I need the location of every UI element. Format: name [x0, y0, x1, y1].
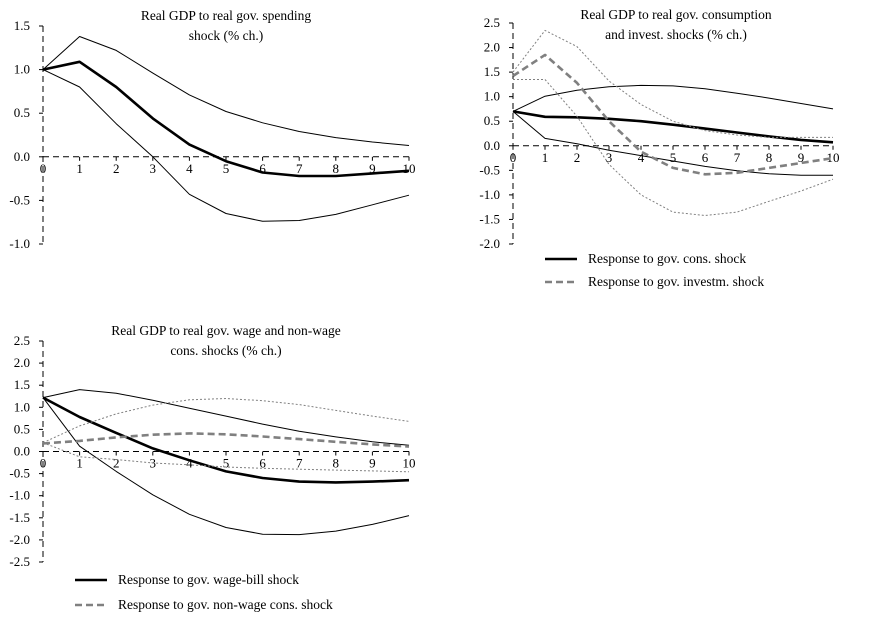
x-tick-label: 8 — [333, 161, 340, 176]
x-tick-label: 8 — [766, 150, 773, 165]
x-tick-label: 3 — [150, 161, 157, 176]
y-tick-label: -0.5 — [9, 466, 30, 481]
y-tick-label: -0.5 — [479, 162, 500, 177]
y-tick-label: 1.0 — [14, 62, 30, 77]
x-tick-label: 0 — [40, 161, 47, 176]
legend-label: Response to gov. investm. shock — [588, 274, 764, 289]
x-tick-label: 0 — [510, 150, 517, 165]
x-tick-label: 4 — [186, 161, 193, 176]
y-tick-label: 1.0 — [14, 399, 30, 414]
y-tick-label: 0.5 — [484, 113, 500, 128]
x-tick-label: 5 — [223, 161, 230, 176]
legend-label: Response to gov. wage-bill shock — [118, 572, 299, 587]
chart-title-line: cons. shocks (% ch.) — [170, 343, 281, 358]
confidence-band-line — [42, 36, 410, 146]
y-tick-label: 1.5 — [484, 64, 500, 79]
x-tick-label: 10 — [403, 161, 416, 176]
response-line — [512, 53, 834, 176]
y-tick-label: 0.0 — [14, 444, 30, 459]
confidence-band-line — [512, 84, 834, 112]
x-tick-label: 10 — [827, 150, 840, 165]
y-tick-label: 1.5 — [14, 18, 30, 33]
x-tick-label: 4 — [638, 150, 645, 165]
y-tick-label: 1.0 — [484, 89, 500, 104]
y-tick-label: -2.0 — [479, 236, 500, 251]
chart-title-line: shock (% ch.) — [189, 28, 264, 43]
x-tick-label: 0 — [40, 456, 47, 471]
response-line — [512, 110, 834, 144]
confidence-band-line — [512, 111, 833, 176]
x-tick-label: 9 — [798, 150, 805, 165]
confidence-band-line — [42, 389, 410, 446]
confidence-band-line — [42, 398, 410, 444]
x-tick-label: 1 — [542, 150, 549, 165]
y-tick-label: -1.0 — [9, 488, 30, 503]
y-tick-label: 2.0 — [14, 355, 30, 370]
y-tick-label: 0.0 — [484, 138, 500, 153]
confidence-band-line — [512, 29, 833, 138]
chart-panel-1: Real GDP to real gov. spending shock (% c… — [9, 8, 415, 251]
y-tick-label: -0.5 — [9, 192, 30, 207]
chart-title-line: Real GDP to real gov. consumption — [580, 7, 772, 22]
y-tick-label: -2.0 — [9, 532, 30, 547]
x-tick-label: 9 — [369, 161, 376, 176]
confidence-band-line — [42, 442, 410, 473]
y-tick-label: 1.5 — [14, 377, 30, 392]
response-line — [42, 396, 410, 484]
x-tick-label: 5 — [223, 456, 230, 471]
confidence-band-line — [42, 69, 410, 222]
y-tick-label: -1.0 — [479, 187, 500, 202]
x-tick-label: 1 — [76, 456, 83, 471]
chart-panel-3: Real GDP to real gov. wage and non-wage c… — [9, 323, 415, 612]
response-line — [42, 60, 410, 178]
chart-title-line: and invest. shocks (% ch.) — [605, 27, 747, 42]
y-tick-label: 2.5 — [14, 333, 30, 348]
x-tick-label: 3 — [606, 150, 613, 165]
y-tick-label: -2.5 — [9, 554, 30, 569]
confidence-band-line — [42, 397, 410, 536]
confidence-band-line — [513, 79, 834, 216]
y-tick-label: -1.5 — [9, 510, 30, 525]
x-tick-label: 8 — [333, 456, 340, 471]
x-tick-label: 10 — [403, 456, 416, 471]
x-tick-label: 7 — [734, 150, 741, 165]
y-tick-label: 0.5 — [14, 421, 30, 436]
response-line — [42, 432, 410, 448]
chart-panel-2: Real GDP to real gov. consumption and inv… — [479, 7, 839, 289]
x-tick-label: 1 — [76, 161, 83, 176]
x-tick-label: 9 — [369, 456, 376, 471]
x-tick-label: 6 — [259, 161, 266, 176]
x-tick-label: 7 — [296, 161, 303, 176]
x-tick-label: 2 — [113, 161, 120, 176]
legend-label: Response to gov. cons. shock — [588, 251, 746, 266]
y-tick-label: -1.5 — [479, 211, 500, 226]
chart-title-line: Real GDP to real gov. spending — [141, 8, 312, 23]
y-tick-label: -1.0 — [9, 236, 30, 251]
legend-label: Response to gov. non-wage cons. shock — [118, 597, 333, 612]
y-tick-label: 2.0 — [484, 40, 500, 55]
chart-title-line: Real GDP to real gov. wage and non-wage — [111, 323, 341, 338]
x-tick-label: 6 — [702, 150, 709, 165]
x-tick-label: 7 — [296, 456, 303, 471]
x-tick-label: 6 — [259, 456, 266, 471]
x-tick-label: 2 — [574, 150, 581, 165]
x-tick-label: 4 — [186, 456, 193, 471]
x-tick-label: 2 — [113, 456, 120, 471]
x-tick-label: 5 — [670, 150, 677, 165]
y-tick-label: 0.5 — [14, 105, 30, 120]
y-tick-label: 2.5 — [484, 15, 500, 30]
y-tick-label: 0.0 — [14, 149, 30, 164]
